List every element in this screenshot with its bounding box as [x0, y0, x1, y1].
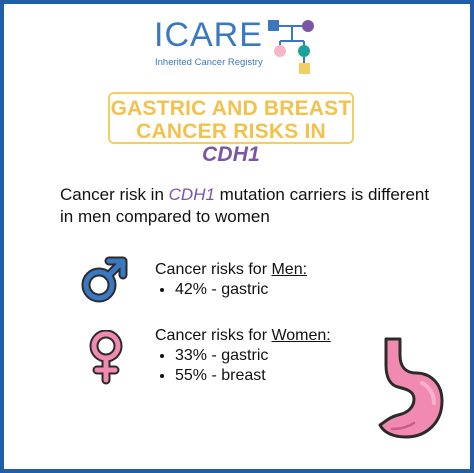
women-heading: Cancer risks for Women: — [155, 326, 331, 346]
men-heading-prefix: Cancer risks for — [155, 261, 272, 278]
logo-network-icon — [268, 20, 314, 74]
title-line-2-prefix: CANCER RISKS IN — [136, 120, 326, 143]
logo-word: ICARE — [154, 16, 263, 54]
title-gene: CDH1 — [202, 143, 260, 166]
men-risks: Cancer risks for Men: 42% - gastric — [155, 260, 307, 300]
list-item: 42% - gastric — [175, 280, 307, 300]
women-risk-list: 33% - gastric 55% - breast — [155, 346, 331, 386]
intro-suffix: mutation carriers is different in men co… — [60, 185, 430, 226]
female-symbol-icon — [89, 330, 123, 385]
intro-prefix: Cancer risk in — [60, 185, 169, 204]
men-heading-group: Men: — [271, 261, 308, 278]
stomach-icon — [378, 337, 444, 439]
title-line-1: GASTRIC AND BREAST — [110, 97, 352, 120]
intro-text: Cancer risk in CDH1 mutation carriers is… — [60, 184, 440, 228]
women-risks: Cancer risks for Women: 33% - gastric 55… — [155, 326, 331, 386]
list-item: 33% - gastric — [175, 346, 331, 366]
intro-gene: CDH1 — [168, 185, 215, 204]
men-risk-list: 42% - gastric — [155, 280, 307, 300]
icare-logo: ICARE Inherited Cancer Registry — [154, 16, 324, 76]
logo-subtitle: Inherited Cancer Registry — [155, 57, 263, 68]
male-symbol-icon — [81, 256, 128, 303]
list-item: 55% - breast — [175, 366, 331, 386]
women-heading-prefix: Cancer risks for — [155, 327, 272, 344]
title-line-2: CANCER RISKS IN CDH1 — [110, 120, 352, 166]
women-heading-group: Women: — [271, 327, 331, 344]
men-heading: Cancer risks for Men: — [155, 260, 307, 280]
title-banner: GASTRIC AND BREAST CANCER RISKS IN CDH1 — [108, 92, 354, 166]
